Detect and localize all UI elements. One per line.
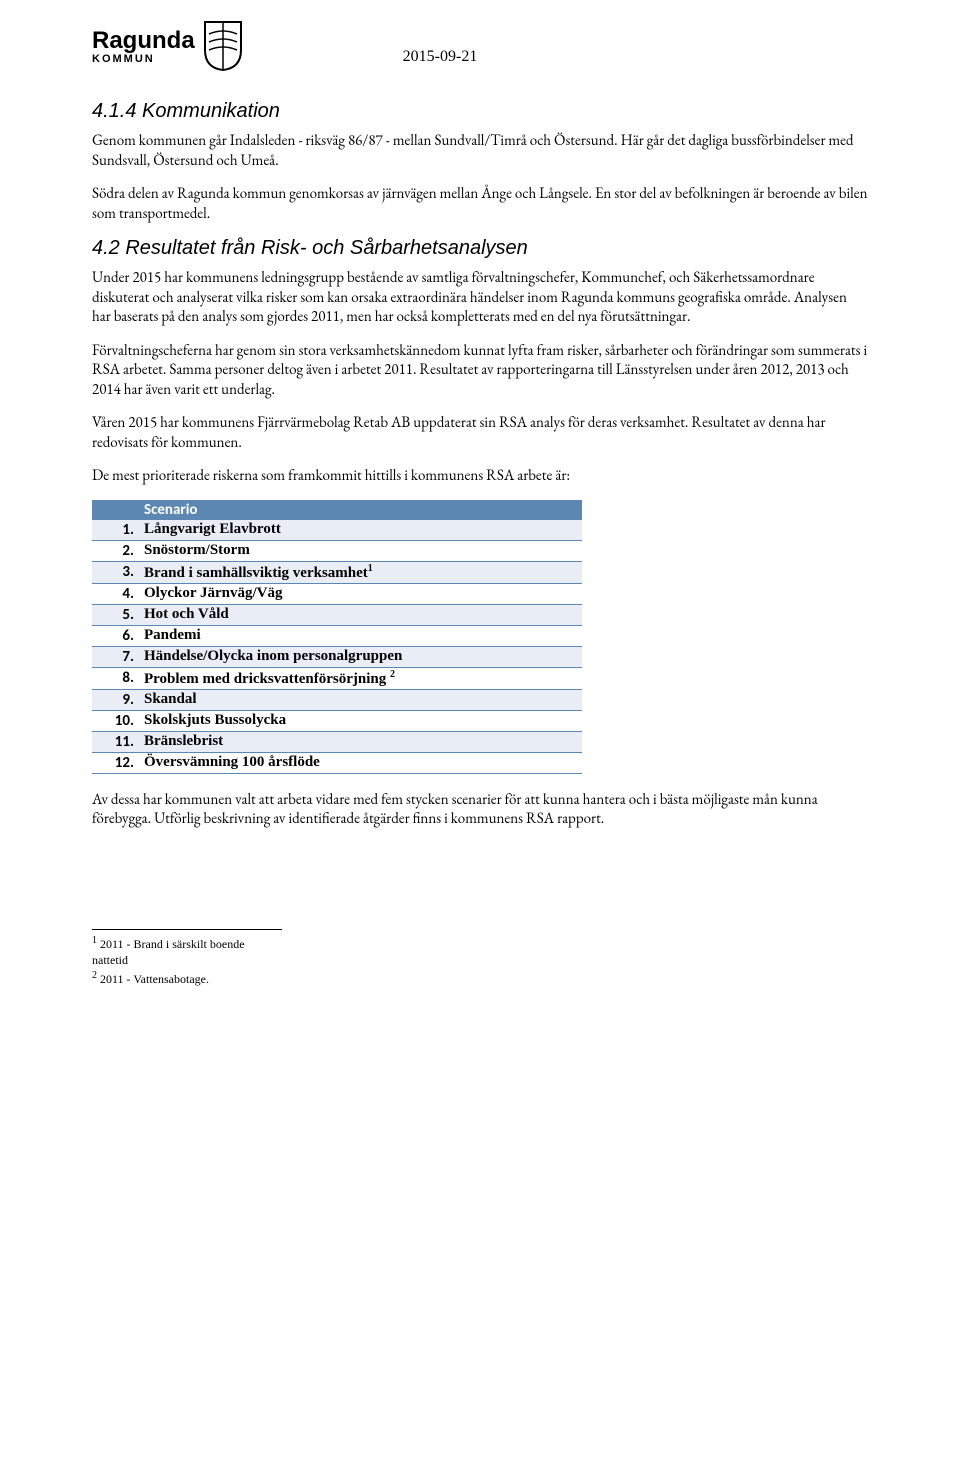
row-text: Skolskjuts Bussolycka bbox=[138, 710, 582, 731]
section-4-2-p3: Våren 2015 har kommunens Fjärrvärmebolag… bbox=[92, 413, 868, 452]
table-row: 8.Problem med dricksvattenförsörjning 2 bbox=[92, 667, 582, 689]
row-number: 7. bbox=[92, 646, 138, 667]
row-number: 9. bbox=[92, 689, 138, 710]
section-4-2-p1: Under 2015 har kommunens ledningsgrupp b… bbox=[92, 268, 868, 327]
row-text: Långvarigt Elavbrott bbox=[138, 520, 582, 541]
table-row: 4.Olyckor Järnväg/Väg bbox=[92, 583, 582, 604]
section-4-2-p4: De mest prioriterade riskerna som framko… bbox=[92, 466, 868, 486]
logo-name: Ragunda bbox=[92, 27, 195, 55]
table-row: 7.Händelse/Olycka inom personalgruppen bbox=[92, 646, 582, 667]
table-row: 11.Bränslebrist bbox=[92, 731, 582, 752]
coat-of-arms-icon bbox=[203, 20, 243, 72]
section-4-2-p2: Förvaltningscheferna har genom sin stora… bbox=[92, 341, 868, 400]
row-text: Översvämning 100 årsflöde bbox=[138, 752, 582, 773]
row-number: 8. bbox=[92, 667, 138, 689]
row-number: 6. bbox=[92, 625, 138, 646]
section-4-1-4-p2: Södra delen av Ragunda kommun genomkorsa… bbox=[92, 184, 868, 223]
row-number: 5. bbox=[92, 604, 138, 625]
table-row: 1.Långvarigt Elavbrott bbox=[92, 520, 582, 541]
section-4-1-4-title: 4.1.4 Kommunikation bbox=[92, 100, 868, 123]
municipality-logo: Ragunda KOMMUN bbox=[92, 20, 243, 72]
row-text: Brand i samhällsviktig verksamhet1 bbox=[138, 561, 582, 583]
row-number: 4. bbox=[92, 583, 138, 604]
document-date: 2015-09-21 bbox=[403, 48, 478, 66]
table-row: 5.Hot och Våld bbox=[92, 604, 582, 625]
document-page: Ragunda KOMMUN 2015-09-21 4.1.4 Kommunik… bbox=[0, 0, 960, 1048]
table-row: 10.Skolskjuts Bussolycka bbox=[92, 710, 582, 731]
page-header: Ragunda KOMMUN 2015-09-21 bbox=[92, 20, 868, 72]
row-number: 11. bbox=[92, 731, 138, 752]
row-text: Olyckor Järnväg/Väg bbox=[138, 583, 582, 604]
row-text: Hot och Våld bbox=[138, 604, 582, 625]
section-4-2-title: 4.2 Resultatet från Risk- och Sårbarhets… bbox=[92, 237, 868, 260]
table-header-blank bbox=[92, 500, 138, 520]
footnote-2: 2 2011 - Vattensabotage. bbox=[92, 969, 282, 988]
table-row: 2.Snöstorm/Storm bbox=[92, 540, 582, 561]
table-row: 9.Skandal bbox=[92, 689, 582, 710]
row-number: 12. bbox=[92, 752, 138, 773]
row-text: Problem med dricksvattenförsörjning 2 bbox=[138, 667, 582, 689]
row-number: 10. bbox=[92, 710, 138, 731]
row-text: Pandemi bbox=[138, 625, 582, 646]
row-number: 3. bbox=[92, 561, 138, 583]
logo-text-block: Ragunda KOMMUN bbox=[92, 27, 195, 65]
closing-paragraph: Av dessa har kommunen valt att arbeta vi… bbox=[92, 790, 868, 829]
row-number: 1. bbox=[92, 520, 138, 541]
row-text: Snöstorm/Storm bbox=[138, 540, 582, 561]
row-text: Skandal bbox=[138, 689, 582, 710]
risk-scenario-table: Scenario 1.Långvarigt Elavbrott2.Snöstor… bbox=[92, 500, 582, 774]
table-row: 3.Brand i samhällsviktig verksamhet1 bbox=[92, 561, 582, 583]
table-row: 12.Översvämning 100 årsflöde bbox=[92, 752, 582, 773]
table-row: 6.Pandemi bbox=[92, 625, 582, 646]
row-text: Bränslebrist bbox=[138, 731, 582, 752]
row-text: Händelse/Olycka inom personalgruppen bbox=[138, 646, 582, 667]
section-4-1-4-p1: Genom kommunen går Indalsleden - riksväg… bbox=[92, 131, 868, 170]
footnotes: 1 2011 - Brand i särskilt boende natteti… bbox=[92, 929, 282, 988]
table-header-row: Scenario bbox=[92, 500, 582, 520]
table-header-label: Scenario bbox=[138, 500, 582, 520]
footnote-1: 1 2011 - Brand i särskilt boende natteti… bbox=[92, 934, 282, 970]
row-number: 2. bbox=[92, 540, 138, 561]
